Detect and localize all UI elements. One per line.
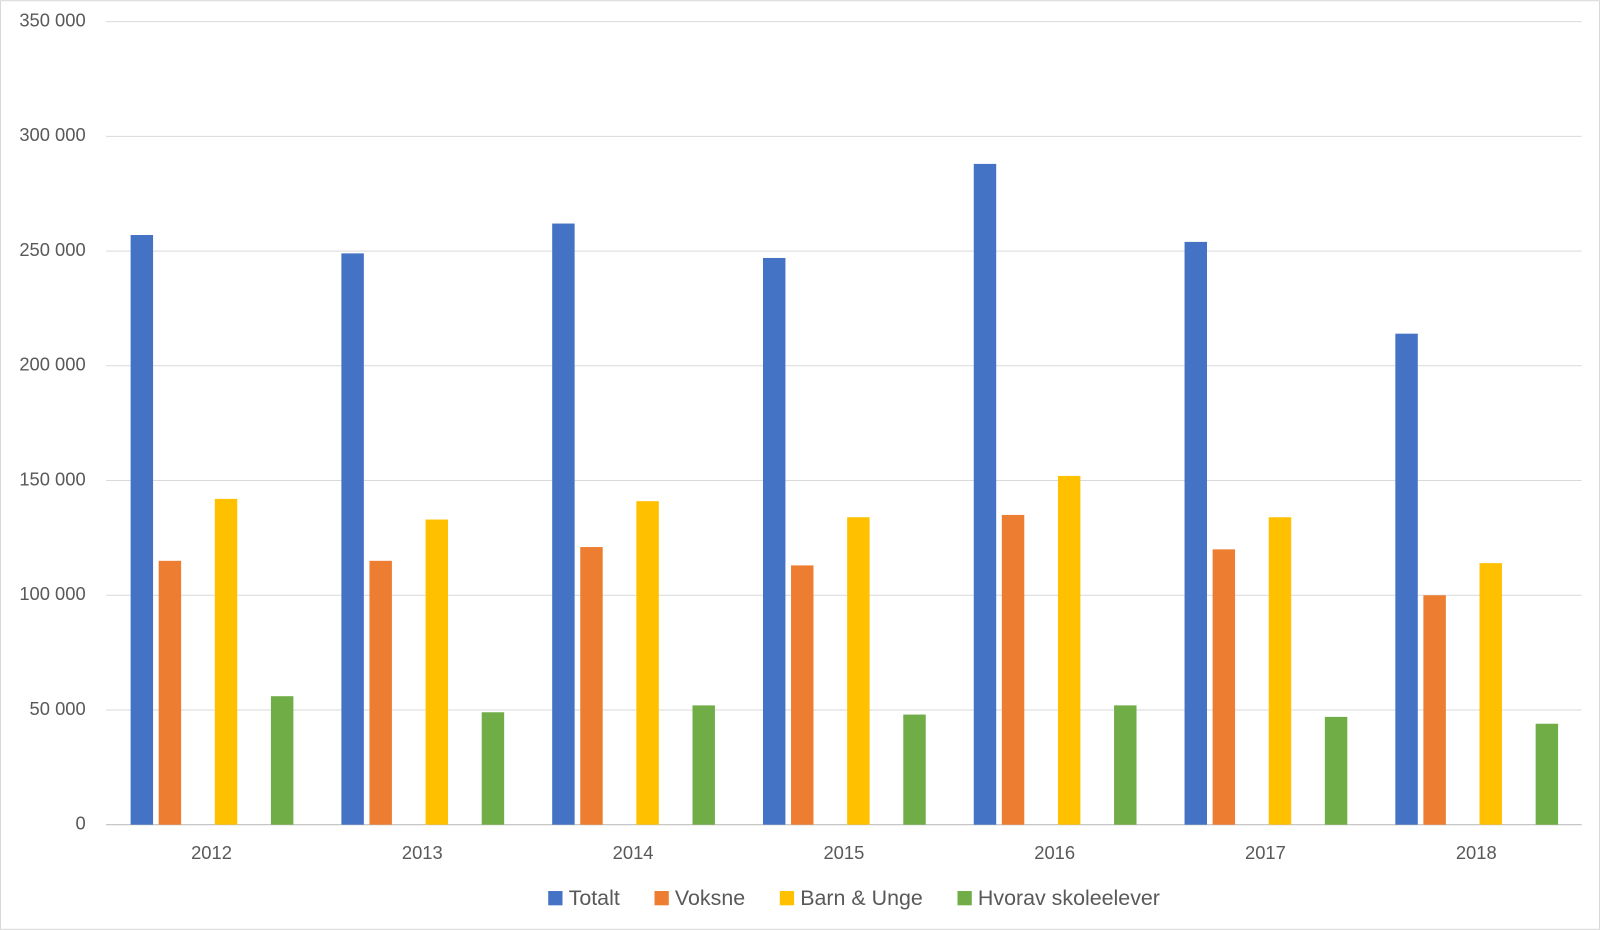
bar [973,163,997,825]
x-tick-label: 2017 [1245,842,1286,863]
legend-swatch [957,891,972,906]
bar [903,714,926,825]
legend-swatch [654,891,669,906]
bar [130,235,154,825]
bar [1057,475,1081,825]
y-tick-label: 0 [75,813,85,834]
bar [791,565,814,825]
x-tick-label: 2015 [823,842,864,863]
bar [214,498,238,825]
bar [1114,705,1137,825]
bar [1212,549,1236,825]
bar [580,547,603,825]
x-tick-label: 2018 [1456,842,1497,863]
x-tick-label: 2014 [613,842,654,863]
legend-label: Voksne [675,886,745,910]
y-tick-label: 350 000 [19,9,85,30]
bar [692,705,715,825]
bar [552,223,575,825]
y-tick-label: 100 000 [19,583,85,604]
bar [1479,563,1502,825]
bar [1184,241,1207,825]
legend-label: Hvorav skoleelever [978,886,1160,910]
bar [369,560,392,825]
y-tick-label: 200 000 [19,354,85,375]
bar [1423,595,1446,825]
bar [1268,517,1292,825]
legend-label: Barn & Unge [800,886,923,910]
x-tick-label: 2013 [402,842,443,863]
bar [425,519,449,825]
bar [158,560,182,825]
y-tick-label: 250 000 [19,239,85,260]
bar [1535,723,1559,825]
bar [1324,716,1348,825]
bar [847,517,870,825]
y-tick-label: 50 000 [30,698,86,719]
legend-label: Totalt [569,886,620,910]
bar [636,501,659,825]
bar [1001,514,1025,825]
y-tick-label: 300 000 [19,124,85,145]
bar [1395,333,1418,825]
legend-swatch [779,891,795,906]
y-tick-label: 150 000 [19,468,85,489]
bar [481,712,505,825]
bar [762,257,786,825]
x-tick-label: 2012 [191,842,232,863]
x-tick-label: 2016 [1034,842,1075,863]
bar [270,696,294,825]
bar [341,253,364,825]
legend-swatch [548,891,563,906]
